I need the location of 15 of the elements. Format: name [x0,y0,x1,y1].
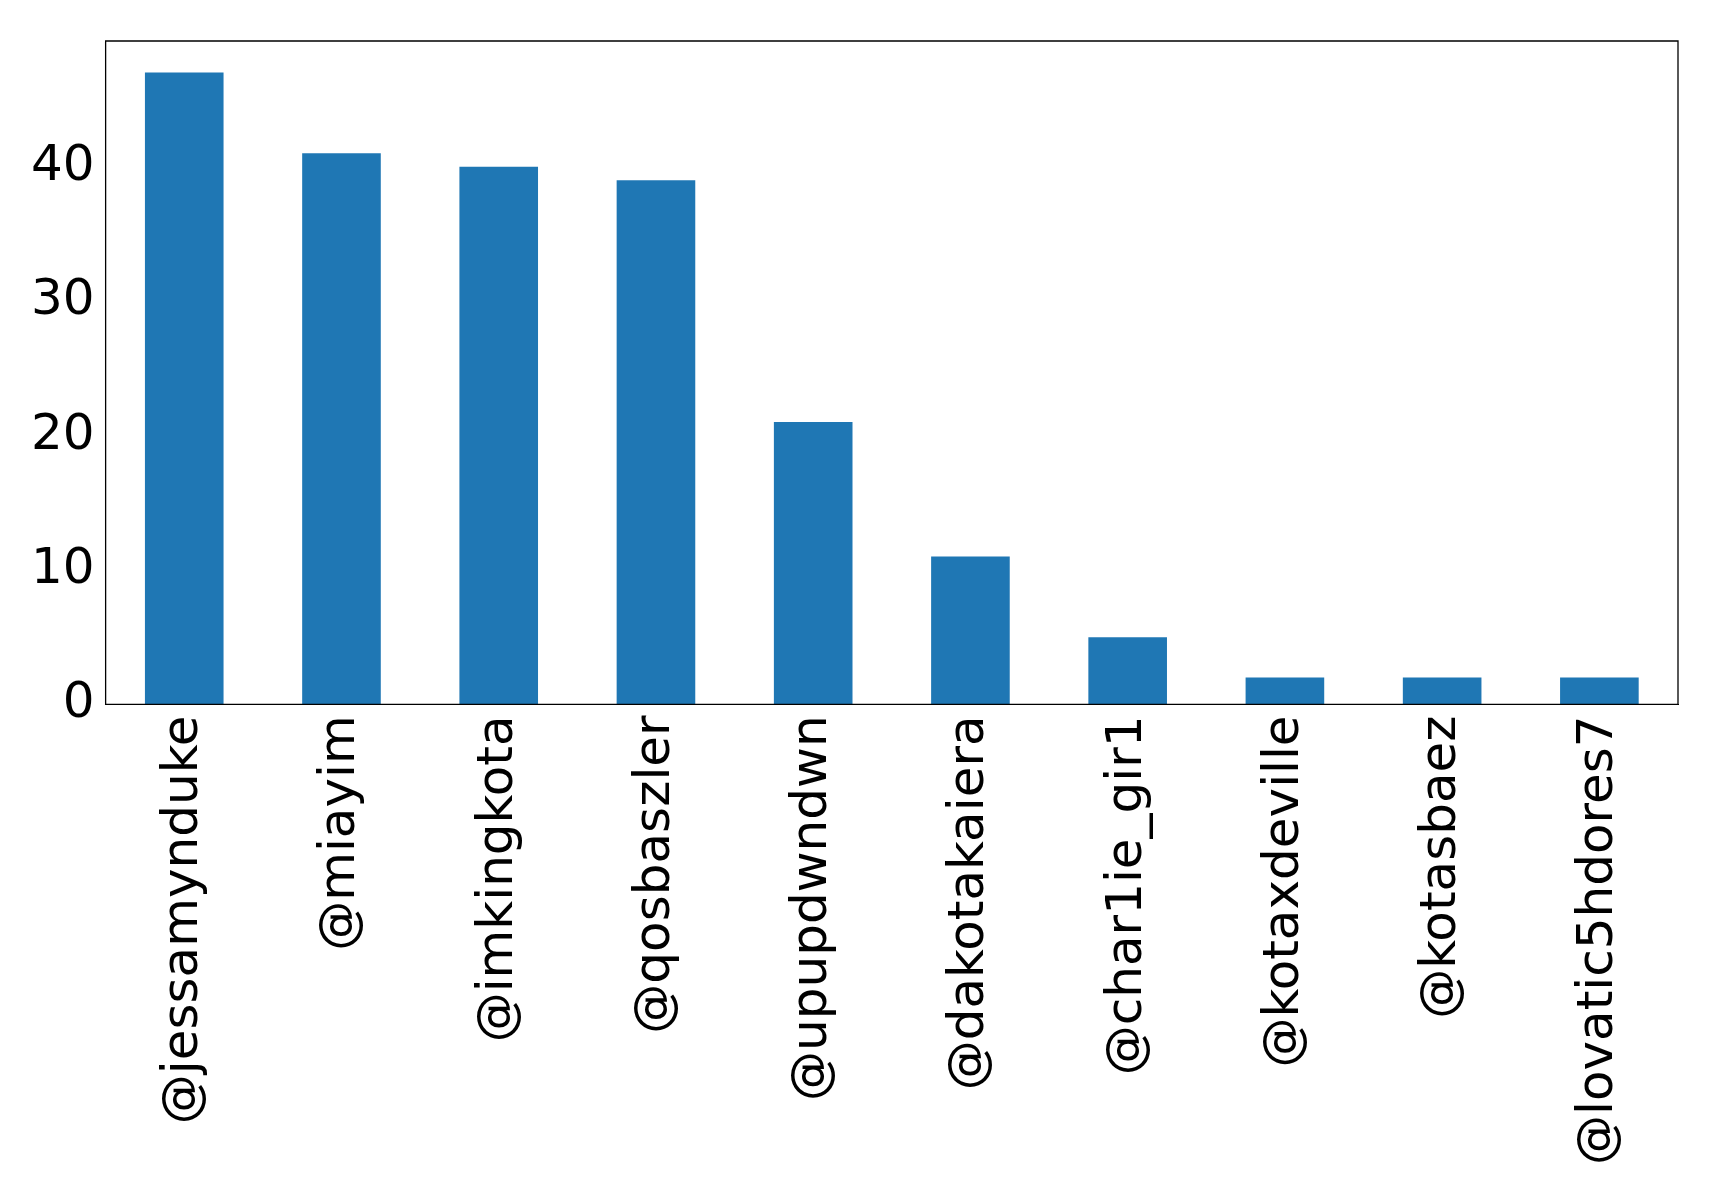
x-tick-label: @kotaxdeville [1251,715,1310,1068]
y-tick-label: 10 [31,536,95,595]
y-tick-label: 30 [31,268,95,327]
x-tick-label: @qosbaszler [622,714,681,1034]
y-tick-label: 20 [31,402,95,461]
x-tick-label: @imkingkota [465,715,524,1043]
x-tick-label: @kotasbaez [1409,715,1468,1019]
x-tick-label: @dakotakaiera [937,715,996,1091]
x-tick-label: @miayim [308,715,367,951]
x-tick-label: @lovatic5hdores7 [1566,715,1625,1165]
x-tick-label: @upupdwndwn [780,715,839,1101]
x-tick-label: @jessamynduke [151,715,210,1125]
x-tick-label: @char1ie_gir1 [1094,715,1153,1076]
y-tick-label: 0 [62,671,95,730]
y-tick-label: 40 [31,133,95,192]
